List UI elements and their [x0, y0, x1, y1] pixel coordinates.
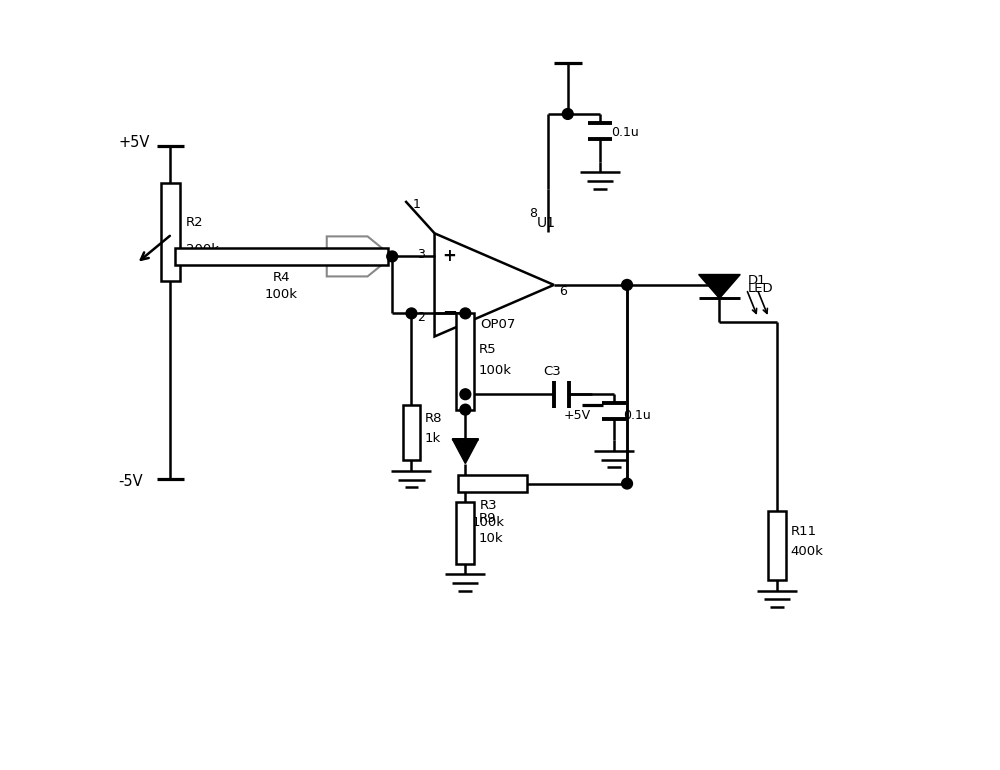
Text: R11: R11	[790, 525, 816, 537]
Text: 2: 2	[417, 311, 425, 323]
Bar	[403, 405, 420, 460]
Text: 0.1u: 0.1u	[611, 126, 639, 139]
Text: 400k: 400k	[790, 545, 823, 557]
Bar	[456, 313, 474, 410]
Text: OP07: OP07	[480, 319, 516, 331]
Text: LED: LED	[748, 282, 774, 294]
Text: R9: R9	[478, 513, 496, 525]
Circle shape	[622, 280, 632, 290]
Polygon shape	[699, 275, 740, 299]
Text: C3: C3	[543, 365, 561, 377]
Text: Vi: Vi	[352, 249, 367, 264]
Text: 3: 3	[417, 248, 425, 260]
Text: R5: R5	[478, 343, 496, 357]
Bar	[161, 183, 180, 281]
Text: 8: 8	[529, 207, 537, 219]
Text: 100k: 100k	[478, 364, 511, 377]
Text: 10k: 10k	[478, 533, 503, 545]
Circle shape	[460, 404, 471, 415]
Text: +5V: +5V	[563, 410, 591, 422]
Text: R3: R3	[480, 499, 497, 511]
Polygon shape	[452, 439, 478, 464]
Bar	[175, 248, 388, 266]
Text: 1k: 1k	[425, 433, 441, 445]
Text: 6: 6	[559, 285, 567, 297]
Text: −: −	[442, 304, 457, 323]
Text: 100k: 100k	[265, 289, 298, 301]
Circle shape	[562, 109, 573, 119]
Text: +: +	[442, 247, 456, 266]
Circle shape	[622, 478, 632, 489]
Text: R2: R2	[186, 216, 203, 229]
Text: R4: R4	[273, 272, 290, 284]
Text: 100k: 100k	[472, 516, 505, 528]
Text: 0.1u: 0.1u	[623, 409, 651, 421]
Text: R8: R8	[425, 413, 442, 425]
Text: D1: D1	[748, 274, 767, 287]
Circle shape	[460, 389, 471, 400]
Circle shape	[460, 308, 471, 319]
Text: U1: U1	[537, 216, 556, 230]
Text: -5V: -5V	[118, 474, 143, 489]
Circle shape	[406, 308, 417, 319]
Bar	[456, 502, 474, 564]
Text: 1: 1	[413, 198, 421, 210]
Bar	[458, 474, 527, 493]
Text: 200k: 200k	[186, 243, 219, 256]
Bar	[768, 511, 786, 580]
Text: +5V: +5V	[118, 135, 149, 150]
Circle shape	[387, 251, 398, 262]
